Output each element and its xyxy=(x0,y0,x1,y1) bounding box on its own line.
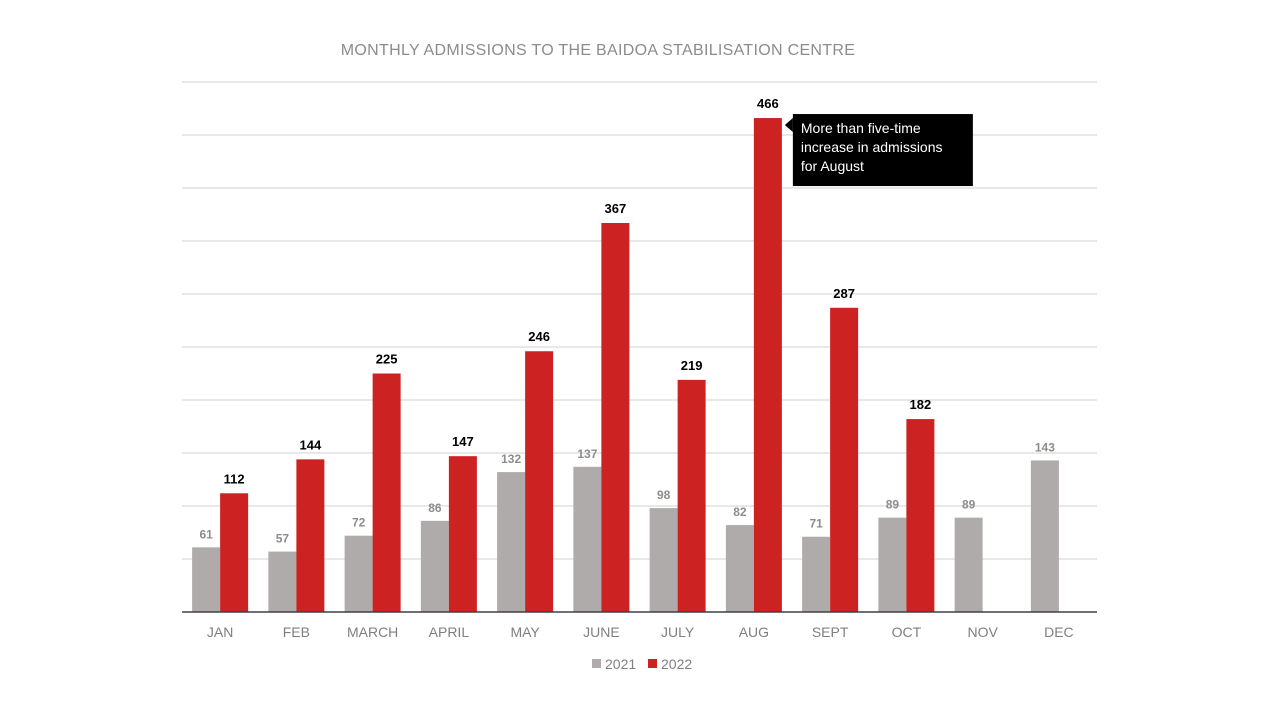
bar-2021-april xyxy=(420,520,449,612)
bar-2022-oct xyxy=(906,419,935,612)
category-label-april: APRIL xyxy=(429,624,470,640)
legend: 2021 2022 xyxy=(592,656,692,672)
category-label-feb: FEB xyxy=(283,624,310,640)
bars xyxy=(192,118,1059,613)
callout-pointer xyxy=(784,118,793,133)
bar-2021-nov xyxy=(954,517,983,612)
value-label-2022-april: 147 xyxy=(452,434,474,449)
legend-swatch-2021 xyxy=(592,659,601,668)
category-label-july: JULY xyxy=(661,624,695,640)
value-label-2022-may: 246 xyxy=(528,329,550,344)
category-label-may: MAY xyxy=(510,624,540,640)
annotation-callout: More than five-time increase in admission… xyxy=(784,114,973,187)
value-label-2022-july: 219 xyxy=(681,358,703,373)
bar-2021-dec xyxy=(1030,460,1059,612)
value-label-2022-jan: 112 xyxy=(224,471,245,486)
value-label-2021-sept: 71 xyxy=(809,517,823,531)
bar-2021-june xyxy=(573,466,602,612)
bar-2022-may xyxy=(525,351,554,612)
category-label-june: JUNE xyxy=(583,624,620,640)
value-label-2021-may: 132 xyxy=(501,452,521,466)
category-label-oct: OCT xyxy=(892,624,922,640)
legend-swatch-2022 xyxy=(648,659,657,668)
value-label-2022-feb: 144 xyxy=(300,437,322,452)
value-label-2021-jan: 61 xyxy=(199,527,213,541)
value-label-2021-march: 72 xyxy=(352,516,366,530)
value-label-2021-oct: 89 xyxy=(886,498,900,512)
callout-text-line: for August xyxy=(801,158,864,174)
bar-2022-jan xyxy=(220,493,249,612)
grid-lines xyxy=(182,81,1097,560)
category-label-nov: NOV xyxy=(967,624,998,640)
category-label-aug: AUG xyxy=(739,624,769,640)
bar-2021-march xyxy=(344,535,373,612)
category-label-march: MARCH xyxy=(347,624,398,640)
value-label-2022-oct: 182 xyxy=(910,397,932,412)
category-label-jan: JAN xyxy=(207,624,233,640)
bar-2022-sept xyxy=(830,307,859,612)
value-label-2022-sept: 287 xyxy=(833,286,855,301)
callout-box xyxy=(792,114,973,187)
bar-2022-aug xyxy=(753,118,782,612)
category-label-sept: SEPT xyxy=(812,624,849,640)
value-label-2021-aug: 82 xyxy=(733,505,747,519)
value-label-2021-dec: 143 xyxy=(1035,440,1055,454)
bar-2022-april xyxy=(448,456,477,612)
bar-2022-march xyxy=(372,373,401,612)
value-label-2022-march: 225 xyxy=(376,352,398,367)
bar-2022-feb xyxy=(296,459,325,612)
bar-2022-july xyxy=(677,379,706,612)
bar-2021-sept xyxy=(802,536,831,612)
legend-label-2021: 2021 xyxy=(605,656,636,672)
value-label-2021-april: 86 xyxy=(428,501,442,515)
category-label-dec: DEC xyxy=(1044,624,1074,640)
callout-text-line: increase in admissions xyxy=(801,139,943,155)
bar-2021-aug xyxy=(725,525,754,612)
value-label-2022-june: 367 xyxy=(605,201,627,216)
value-label-2021-june: 137 xyxy=(577,447,597,461)
chart-title: MONTHLY ADMISSIONS TO THE BAIDOA STABILI… xyxy=(341,42,855,59)
category-labels: JAN FEB MARCH APRIL MAY JUNE JULY AUG SEPT OCT NOV… xyxy=(207,624,1074,640)
value-label-2021-july: 98 xyxy=(657,488,671,502)
bar-2021-may xyxy=(497,472,526,612)
value-label-2021-feb: 57 xyxy=(276,532,290,546)
bar-2021-oct xyxy=(878,517,907,612)
value-label-2021-nov: 89 xyxy=(962,498,976,512)
value-label-2022-aug: 466 xyxy=(757,96,779,111)
bar-2021-july xyxy=(649,508,678,612)
bar-2021-jan xyxy=(192,547,221,612)
legend-label-2022: 2022 xyxy=(661,656,692,672)
value-labels: 61 112 57 144 72 225 86 147 132 246 137 367 98 219 82 4… xyxy=(199,96,1055,546)
bar-2021-feb xyxy=(268,551,297,612)
callout-text-line: More than five-time xyxy=(801,120,921,136)
bar-2022-june xyxy=(601,222,630,613)
